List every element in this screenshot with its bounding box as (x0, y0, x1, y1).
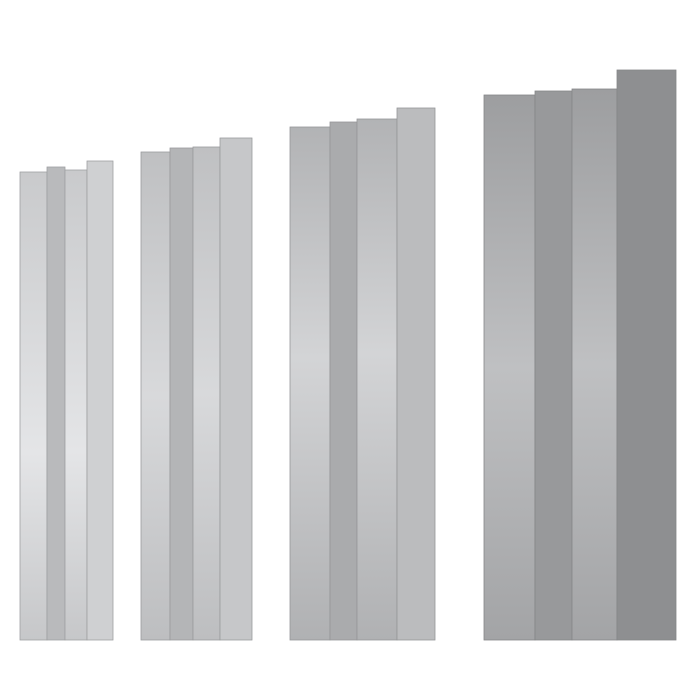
picket-face (86, 160, 114, 641)
picket (483, 69, 677, 641)
picket (140, 137, 253, 641)
picket-face (356, 118, 398, 641)
picket-face (192, 146, 221, 641)
picket-face (219, 137, 253, 641)
picket-face (329, 121, 358, 641)
picket (19, 160, 114, 641)
picket-face (64, 169, 88, 641)
picket-face (169, 147, 194, 641)
picket-face (19, 171, 48, 641)
picket-face (483, 94, 536, 641)
picket-face (571, 88, 618, 641)
picket (289, 107, 436, 641)
picket-face (289, 126, 331, 641)
picket-face (140, 151, 171, 641)
picket-face (46, 166, 66, 641)
picket-face (396, 107, 436, 641)
picket-face (534, 90, 573, 641)
picket-face (616, 69, 677, 641)
